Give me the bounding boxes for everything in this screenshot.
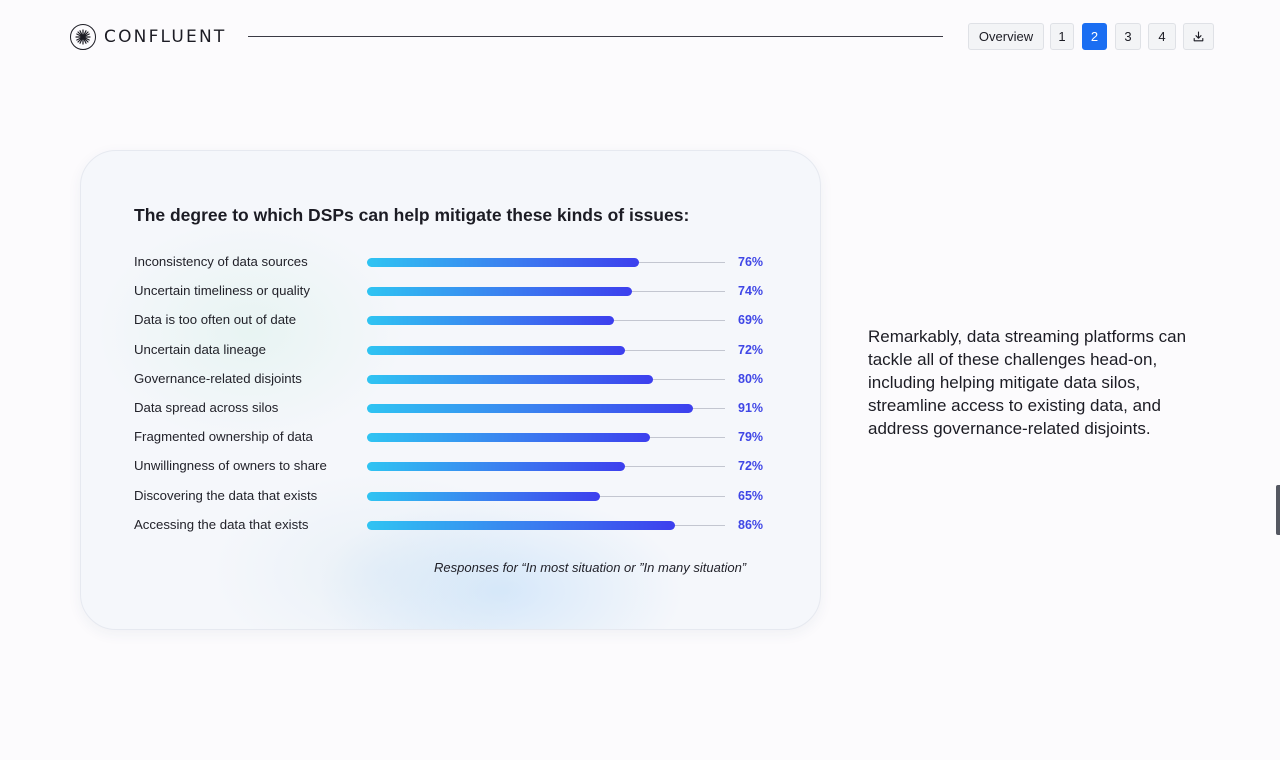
header: CONFLUENT Overview 1 2 3 4: [0, 0, 1280, 74]
bar-label: Uncertain data lineage: [134, 341, 266, 357]
bar-label: Data spread across silos: [134, 400, 279, 415]
chart-card: The degree to which DSPs can help mitiga…: [80, 150, 821, 630]
scrollbar-handle[interactable]: [1276, 485, 1280, 535]
header-divider: [248, 36, 943, 37]
bar-row: Accessing the data that exists 86%: [81, 515, 822, 535]
bar-value-label: 74%: [738, 284, 764, 299]
bar-row: Data spread across silos 91%: [81, 398, 822, 418]
bar-label: Inconsistency of data sources: [134, 254, 308, 269]
bar-value-label: 72%: [738, 342, 764, 357]
download-icon: [1193, 31, 1204, 42]
bar-value-label: 69%: [738, 313, 764, 328]
bar-row: Uncertain timeliness or quality 74%: [81, 281, 822, 301]
chart-title: The degree to which DSPs can help mitiga…: [134, 205, 690, 225]
summary-text: Remarkably, data streaming platforms can…: [868, 327, 1187, 438]
bar-value-label: 76%: [738, 255, 764, 269]
bar-row: Unwillingness of owners to share 72%: [81, 456, 822, 476]
nav-page-4-button[interactable]: 4: [1148, 23, 1176, 50]
bar: [367, 520, 675, 530]
bar-label: Data is too often out of date: [134, 312, 297, 328]
bar-value-label: 91%: [738, 401, 764, 415]
bar: [367, 345, 625, 355]
bar-label: Governance-related disjoints: [134, 370, 302, 386]
bar: [367, 462, 625, 472]
bar-label: Unwillingness of owners to share: [134, 458, 327, 474]
bar-row: Inconsistency of data sources 76%: [81, 252, 822, 272]
bar-value-label: 65%: [738, 488, 764, 503]
bar: [367, 433, 650, 443]
confluent-star-icon: [70, 24, 96, 50]
bar: [367, 374, 654, 384]
bar-row: Fragmented ownership of data 79%: [81, 427, 822, 447]
bar-value-label: 80%: [738, 371, 764, 386]
bar-value-label: 72%: [738, 459, 764, 474]
bar: [367, 258, 640, 267]
bar: [367, 287, 632, 297]
chart-footnote: Responses for “In most situation or ”In …: [434, 560, 747, 575]
bar-label: Discovering the data that exists: [134, 487, 318, 503]
bar-row: Data is too often out of date 69%: [81, 310, 822, 330]
bar: [367, 404, 693, 413]
bar-value-label: 79%: [738, 430, 764, 445]
nav-page-3-button[interactable]: 3: [1115, 23, 1141, 50]
bar: [367, 316, 615, 326]
bar-label: Fragmented ownership of data: [134, 429, 313, 445]
bar-row: Discovering the data that exists 65%: [81, 486, 822, 506]
brand-name: CONFLUENT: [104, 27, 227, 47]
bar-row: Uncertain data lineage 72%: [81, 340, 822, 360]
bar-label: Accessing the data that exists: [134, 516, 309, 532]
bar-label: Uncertain timeliness or quality: [134, 283, 310, 299]
bar-row: Governance-related disjoints 80%: [81, 369, 822, 389]
confluent-logo[interactable]: CONFLUENT: [70, 24, 226, 50]
nav-overview-button[interactable]: Overview: [968, 23, 1044, 50]
nav-page-2-button[interactable]: 2: [1082, 23, 1107, 50]
bar-value-label: 86%: [738, 517, 764, 532]
bar: [367, 491, 600, 501]
nav-page-1-button[interactable]: 1: [1050, 23, 1074, 50]
download-button[interactable]: [1183, 23, 1214, 50]
